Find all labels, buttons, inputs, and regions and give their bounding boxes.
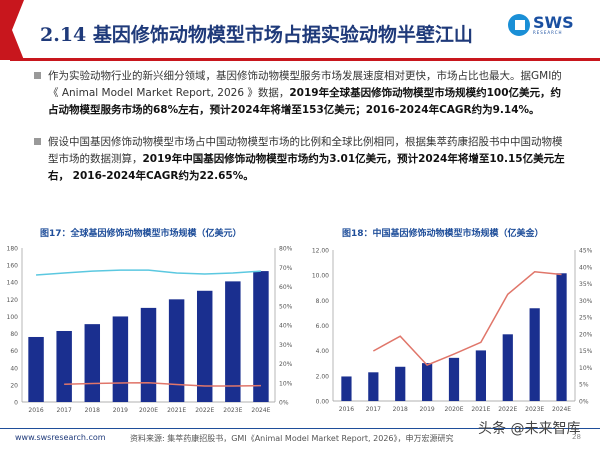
bar: [475, 350, 486, 401]
series-line: [64, 381, 261, 387]
y2-tick-label: 45%: [579, 248, 593, 255]
y2-tick-label: 0%: [579, 399, 589, 406]
paragraph-highlight: 2019年中国基因修饰动物模型市场约为3.01亿美元，预计2024年将增至10.…: [48, 153, 565, 182]
chart18: 0.00 2.00 4.00 6.00 8.00 10.00 12.00 0% 5% 10% 15%…: [312, 248, 593, 414]
header-divider: [10, 58, 600, 61]
series-line: [372, 271, 562, 366]
bar: [28, 336, 44, 402]
x-tick-label: 2018: [85, 407, 100, 414]
bar: [196, 290, 213, 402]
y-tick-label: 2.00: [316, 373, 330, 380]
x-tick-label: 2020E: [444, 406, 463, 413]
footer-divider: [0, 428, 600, 429]
bullet-icon: [34, 72, 41, 79]
y-tick-label: 8.00: [316, 298, 330, 305]
bar: [529, 308, 540, 401]
paragraph-1: 作为实验动物行业的新兴细分领域，基因修饰动物模型服务市场发展速度相对更快，市场占…: [34, 68, 568, 119]
series-line: [36, 269, 261, 276]
x-tick-label: 2022E: [498, 406, 517, 413]
y-tick-label: 40: [10, 365, 18, 372]
logo-icon: [508, 14, 530, 36]
x-tick-label: 2019: [113, 407, 128, 414]
y-tick-label: 0: [14, 400, 18, 407]
logo-text: SWS: [533, 12, 574, 32]
x-tick-label: 2018: [393, 406, 408, 413]
y2-tick-label: 70%: [279, 265, 293, 272]
bar: [84, 324, 101, 402]
y-tick-label: 0.00: [316, 399, 330, 406]
x-tick-label: 2023E: [223, 407, 242, 414]
y2-tick-label: 40%: [279, 323, 293, 330]
y2-tick-label: 10%: [279, 380, 293, 387]
x-tick-label: 2024E: [552, 406, 571, 413]
y2-tick-label: 15%: [579, 348, 593, 355]
chart17: 0 20 40 60 80 100 120 140 160 180 0% 10% 20% 30% 40% 50…: [7, 246, 293, 415]
x-tick-label: 2021E: [471, 406, 490, 413]
y-tick-label: 160: [7, 263, 19, 270]
chart18-title: 图18：中国基因修饰动物模型市场规模（亿美金）: [342, 229, 544, 239]
y2-tick-label: 60%: [279, 284, 293, 291]
bar: [140, 307, 157, 402]
watermark: 头条 @未来智库: [478, 421, 581, 437]
y-tick-label: 12.00: [312, 248, 329, 255]
bar: [395, 366, 406, 401]
paragraph-2: 假设中国基因修饰动物模型市场占中国动物模型市场的比例和全球比例相同，根据集萃药康…: [34, 134, 568, 185]
y-tick-label: 100: [7, 314, 19, 321]
y2-tick-label: 0%: [279, 400, 289, 407]
y2-tick-label: 80%: [279, 246, 293, 253]
bar: [368, 372, 379, 401]
header-decoration: [0, 0, 24, 60]
x-tick-label: 2016: [28, 407, 43, 414]
x-tick-label: 2022E: [195, 407, 214, 414]
y-tick-label: 20: [10, 382, 18, 389]
bar: [448, 357, 460, 401]
y2-tick-label: 30%: [579, 298, 593, 305]
bar: [253, 271, 269, 402]
y2-tick-label: 25%: [579, 315, 593, 322]
page-number: 28: [572, 433, 581, 441]
y-tick-label: 10.00: [312, 273, 329, 280]
paragraph-highlight: 2019年全球基因修饰动物模型市场规模约100亿美元，约占动物模型服务市场的68…: [48, 87, 561, 116]
logo-subtext: RESEARCH: [533, 29, 563, 35]
x-tick-label: 2016: [339, 406, 354, 413]
bar: [168, 299, 185, 402]
y2-tick-label: 35%: [579, 281, 593, 288]
paragraph-text: 假设中国基因修饰动物模型市场占中国动物模型市场的比例和全球比例相同，根据集萃药康…: [48, 136, 563, 165]
y2-tick-label: 40%: [579, 264, 593, 271]
x-tick-label: 2024E: [251, 407, 270, 414]
x-tick-label: 2023E: [525, 406, 544, 413]
y-tick-label: 60: [10, 348, 18, 355]
x-tick-label: 2019: [419, 406, 434, 413]
paragraph-text: 作为实验动物行业的新兴细分领域，基因修饰动物模型服务市场发展速度相对更快，市场占…: [48, 70, 562, 99]
bar: [112, 316, 129, 402]
sws-logo: SWS RESEARCH: [508, 14, 574, 36]
y2-tick-label: 5%: [579, 382, 589, 389]
x-tick-label: 2020E: [139, 407, 158, 414]
y2-tick-label: 20%: [579, 331, 593, 338]
bar: [341, 376, 352, 401]
y-tick-label: 140: [7, 280, 19, 287]
x-tick-label: 2017: [57, 407, 72, 414]
y2-tick-label: 10%: [579, 365, 593, 372]
x-tick-label: 2021E: [167, 407, 186, 414]
page-title: 2.14 基因修饰动物模型市场占据实验动物半壁江山: [40, 24, 473, 46]
y-tick-label: 4.00: [316, 348, 330, 355]
chart17-title: 图17：全球基因修饰动物模型市场规模（亿美元）: [40, 229, 242, 239]
y-tick-label: 180: [7, 246, 19, 253]
y2-tick-label: 50%: [279, 303, 293, 310]
footer-source: 资料来源: 集萃药康招股书，GMI《Animal Model Market Re…: [130, 434, 454, 443]
y2-tick-label: 30%: [279, 342, 293, 349]
bar: [225, 281, 241, 402]
y-tick-label: 80: [10, 331, 18, 338]
y-tick-label: 120: [7, 297, 19, 304]
y2-tick-label: 20%: [279, 361, 293, 368]
y-tick-label: 6.00: [316, 323, 330, 330]
x-tick-label: 2017: [366, 406, 381, 413]
bullet-icon: [34, 138, 41, 145]
bar: [502, 334, 513, 401]
bar: [56, 330, 72, 402]
footer-url[interactable]: www.swsresearch.com: [15, 433, 106, 442]
bar: [422, 363, 433, 401]
bar: [556, 273, 567, 401]
